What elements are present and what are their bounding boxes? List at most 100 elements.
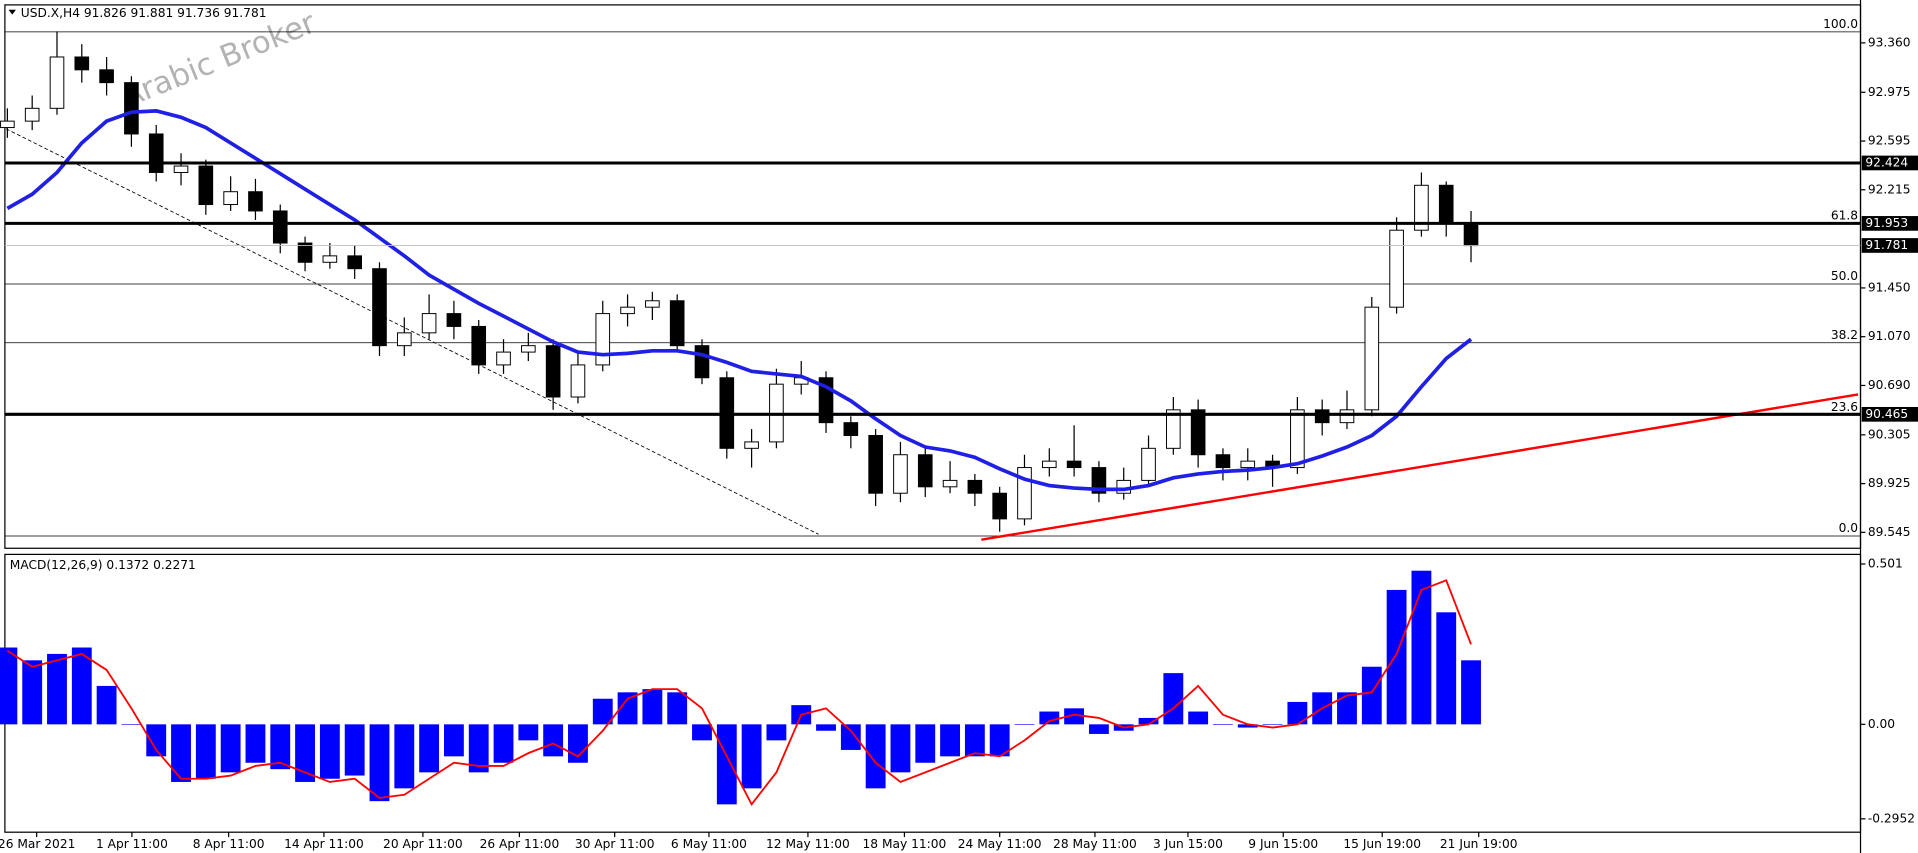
y-tick-label: 89.925 [1868, 476, 1911, 490]
macd-bar [766, 724, 787, 741]
candle-body [1215, 454, 1231, 469]
macd-bar [1436, 612, 1457, 725]
candle-body [1414, 184, 1429, 231]
macd-bar [1014, 724, 1035, 725]
candle-body [570, 364, 586, 398]
x-tick-label: 24 May 11:00 [958, 837, 1042, 851]
macd-bar [47, 653, 67, 725]
macd-bar [964, 724, 985, 757]
candle-body [1364, 306, 1380, 411]
candle-body [496, 351, 511, 366]
x-tick-label: 3 Jun 15:00 [1153, 837, 1223, 851]
candle-body [620, 306, 635, 315]
macd-bar [1386, 589, 1407, 725]
trend-line [981, 393, 1859, 541]
candle-body [322, 255, 338, 263]
level-tag [1861, 155, 1918, 171]
candle-body [173, 165, 189, 173]
macd-bar [96, 685, 117, 725]
macd-bar [840, 724, 861, 750]
x-tick-label: 12 May 11:00 [766, 837, 850, 851]
chart-title: USD.X,H4 91.826 91.881 91.736 91.781 [21, 6, 267, 20]
candle-body [49, 56, 65, 109]
macd-tick-label: 0.501 [1868, 556, 1903, 570]
y-tick-label: 89.545 [1868, 525, 1911, 539]
x-tick-label: 21 Jun 19:00 [1440, 837, 1518, 851]
fibo-label: 0.0 [1839, 521, 1858, 535]
candle-body [396, 332, 412, 347]
candle-body [843, 422, 859, 436]
macd-bar [0, 647, 18, 725]
current-price-tag [1861, 238, 1918, 253]
macd-bar [344, 724, 365, 776]
macd-tick-label: 0.00 [1868, 717, 1895, 731]
macd-bar [989, 724, 1010, 757]
macd-bar [270, 724, 291, 770]
candle-body [74, 56, 90, 71]
x-tick-label: 20 Apr 11:00 [383, 837, 463, 851]
macd-bar [1088, 724, 1109, 734]
candle-body [868, 434, 883, 494]
x-tick-label: 26 Apr 11:00 [480, 837, 560, 851]
candle-body [1190, 409, 1206, 456]
level-label: 90.465 [1865, 407, 1908, 421]
candle-body [595, 313, 611, 366]
macd-bar [220, 724, 241, 773]
macd-bar [1064, 708, 1085, 725]
candle-body [1438, 184, 1454, 225]
macd-bar [865, 724, 886, 789]
macd-bar [940, 724, 960, 757]
x-tick-label: 8 Apr 11:00 [193, 837, 265, 851]
x-tick-label: 14 Apr 11:00 [284, 837, 364, 851]
candle-body [1041, 460, 1057, 469]
candle-body [744, 441, 759, 449]
candle-body [1141, 447, 1156, 481]
y-tick-label: 91.070 [1868, 329, 1911, 343]
y-tick-label: 92.595 [1868, 134, 1911, 148]
moving-average [6, 109, 1473, 492]
y-tick-label: 90.690 [1868, 378, 1911, 392]
candle-body [248, 191, 263, 212]
y-tick-label: 91.450 [1868, 280, 1911, 294]
macd-bar [1188, 711, 1209, 725]
y-tick-label: 92.975 [1868, 85, 1911, 99]
macd-bar [1237, 724, 1258, 728]
level-tag [1861, 216, 1918, 231]
x-tick-label: 15 Jun 19:00 [1343, 837, 1421, 851]
macd-bar [369, 724, 390, 802]
candle-body [521, 345, 536, 353]
macd-signal [6, 579, 1472, 807]
fibo-label: 100.0 [1823, 17, 1858, 31]
fibo-label: 61.8 [1831, 209, 1858, 223]
macd-bar [1163, 673, 1184, 725]
macd-bar [543, 724, 564, 757]
menu-arrow[interactable] [8, 9, 16, 15]
candle-body [24, 107, 40, 122]
level-tag [1861, 406, 1918, 422]
x-tick-label: 18 May 11:00 [863, 837, 947, 851]
x-tick-label: 30 Apr 11:00 [575, 837, 655, 851]
macd-bar [121, 724, 142, 725]
level-label: 92.424 [1865, 155, 1908, 169]
candle-body [1463, 223, 1479, 247]
candle-body [148, 133, 164, 173]
macd-bar [716, 724, 737, 805]
candle-body [545, 345, 561, 398]
macd-bar [195, 724, 216, 779]
y-tick-label: 90.305 [1868, 427, 1911, 441]
x-tick-label: 26 Mar 2021 [0, 837, 75, 851]
y-tick-label: 92.215 [1868, 182, 1911, 196]
current-price-label: 91.781 [1865, 238, 1908, 252]
macd-bar [1461, 660, 1481, 725]
macd-bar [295, 724, 315, 782]
macd-bar [1337, 692, 1357, 725]
candle-body [1166, 409, 1181, 449]
macd-bar [22, 660, 43, 725]
x-tick-label: 6 May 11:00 [671, 837, 747, 851]
candle-body [99, 69, 114, 84]
candle-body [223, 191, 238, 206]
candle-body [1091, 467, 1107, 494]
